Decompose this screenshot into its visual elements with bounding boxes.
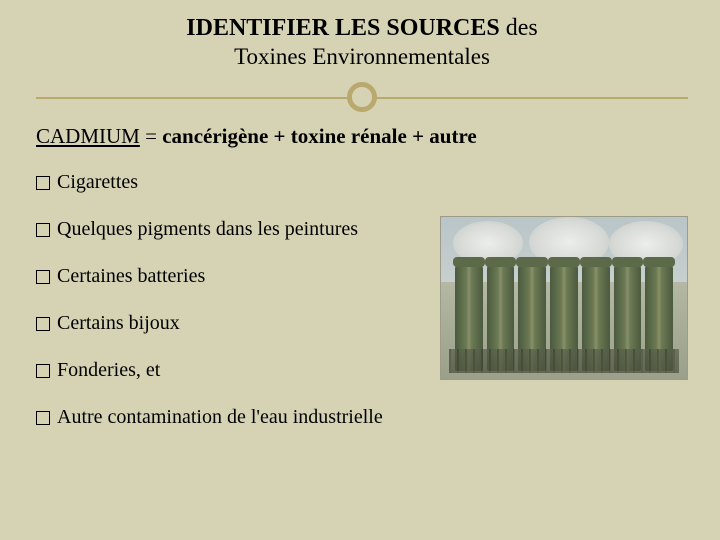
title-line-1: IDENTIFIER LES SOURCES des xyxy=(36,14,688,43)
subtitle-underlined: CADMIUM xyxy=(36,124,140,148)
subtitle: CADMIUM = cancérigène + toxine rénale + … xyxy=(36,124,688,149)
list-item-label: Autre contamination de l'eau industriell… xyxy=(57,406,383,429)
subtitle-bold: cancérigène + toxine rénale + autre xyxy=(162,124,477,148)
industrial-silos-photo xyxy=(440,216,688,380)
checkbox-icon xyxy=(36,317,50,331)
checkbox-icon xyxy=(36,411,50,425)
checkbox-icon xyxy=(36,223,50,237)
list-item-label: Quelques pigments dans les peintures xyxy=(57,218,358,241)
list-item-label: Certaines batteries xyxy=(57,265,205,288)
list-item-label: Fonderies, et xyxy=(57,359,160,382)
divider xyxy=(36,80,688,114)
checkbox-icon xyxy=(36,270,50,284)
title-light: des xyxy=(500,15,538,41)
list-item: Autre contamination de l'eau industriell… xyxy=(36,406,688,429)
title-line-2: Toxines Environnementales xyxy=(36,43,688,72)
divider-circle-icon xyxy=(347,82,377,112)
title-bold: IDENTIFIER LES SOURCES xyxy=(186,15,499,41)
subtitle-equals: = xyxy=(140,124,162,148)
slide-title: IDENTIFIER LES SOURCES des Toxines Envir… xyxy=(36,14,688,72)
list-item: Cigarettes xyxy=(36,171,688,194)
checkbox-icon xyxy=(36,364,50,378)
structure-base xyxy=(449,349,679,373)
list-item-label: Cigarettes xyxy=(57,171,138,194)
checkbox-icon xyxy=(36,176,50,190)
list-item-label: Certains bijoux xyxy=(57,312,180,335)
